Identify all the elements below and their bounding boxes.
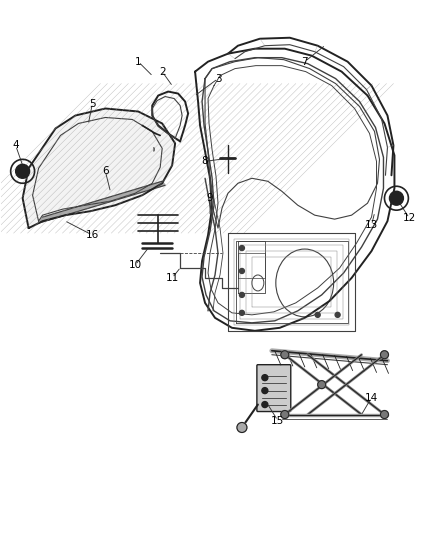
Text: 12: 12 [403,213,416,223]
Text: 5: 5 [89,99,96,109]
Text: 7: 7 [301,56,308,67]
Circle shape [381,410,389,418]
Text: 6: 6 [102,166,109,176]
Circle shape [240,246,244,251]
Text: 14: 14 [365,393,378,402]
Text: 9: 9 [207,193,213,203]
Circle shape [381,351,389,359]
Text: 2: 2 [159,67,166,77]
Circle shape [16,164,30,178]
Circle shape [262,375,268,381]
Text: 1: 1 [135,56,141,67]
Text: 4: 4 [12,140,19,150]
Circle shape [281,351,289,359]
Polygon shape [23,109,175,228]
Text: 16: 16 [86,230,99,240]
Circle shape [318,381,326,389]
Circle shape [281,410,289,418]
Circle shape [335,312,340,317]
Polygon shape [39,181,165,223]
Circle shape [237,423,247,432]
Text: 13: 13 [365,220,378,230]
Circle shape [389,191,403,205]
Circle shape [240,269,244,273]
Circle shape [262,387,268,393]
Text: 3: 3 [215,74,221,84]
Text: 15: 15 [271,416,284,425]
Circle shape [240,310,244,316]
Circle shape [315,312,320,317]
Circle shape [240,293,244,297]
Text: 8: 8 [202,156,208,166]
FancyBboxPatch shape [257,365,291,411]
Circle shape [262,401,268,408]
Text: 11: 11 [166,273,179,283]
Text: 10: 10 [129,260,142,270]
